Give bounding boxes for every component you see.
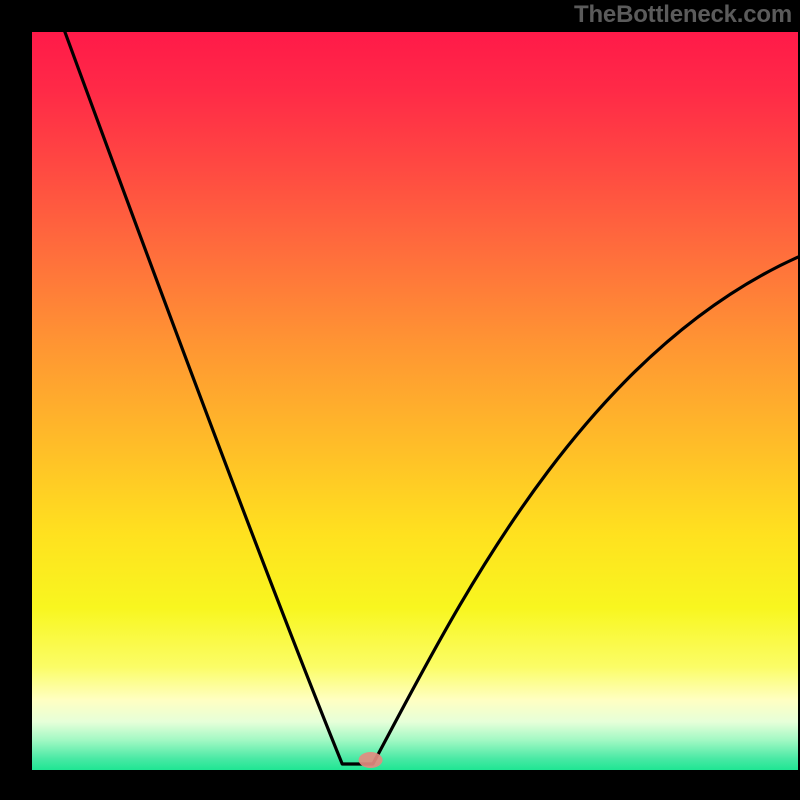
chart-stage: TheBottleneck.com [0, 0, 800, 800]
chart-svg [0, 0, 800, 800]
optimal-point-marker [359, 752, 383, 768]
gradient-background [32, 32, 798, 770]
watermark-label: TheBottleneck.com [574, 1, 792, 29]
